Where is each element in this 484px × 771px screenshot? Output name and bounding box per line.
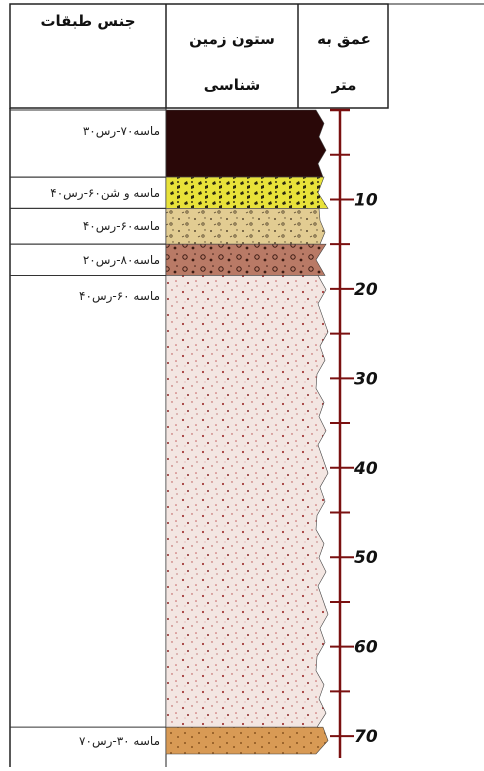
tick-label-30: 30: [354, 369, 378, 389]
header-frame: [9, 3, 484, 109]
layer-label-3: ماسه۶۰-رس۴۰: [82, 219, 160, 234]
layer-2: [165, 176, 329, 209]
layer-label-4: ماسه۸۰-رس۲۰: [82, 252, 160, 267]
layer-1: [165, 109, 327, 178]
lithology-layers: [165, 109, 329, 755]
tick-label-40: 40: [353, 459, 378, 479]
layer-label-5: ماسه ۶۰-رس۴۰: [79, 289, 160, 304]
tick-label-70: 70: [354, 727, 378, 747]
layer-5: [165, 275, 329, 728]
label-row-lines: [10, 109, 166, 728]
depth-header-line2: متر: [331, 76, 357, 94]
depth-header-line1: عمق به: [317, 30, 371, 48]
layer-3: [165, 208, 326, 245]
column-header-line1: ستون زمین: [189, 30, 275, 48]
layers-header: جنس طبقات: [40, 12, 136, 30]
layer-6: [165, 726, 329, 755]
tick-label-20: 20: [354, 280, 378, 300]
tick-label-10: 10: [354, 190, 378, 210]
layer-label-1: ماسه۷۰-رس۳۰: [82, 124, 160, 138]
layer-label-6: ماسه ۳۰-رس۷۰: [79, 733, 160, 748]
tick-label-50: 50: [354, 548, 378, 568]
layer-4: [165, 243, 327, 276]
tick-label-60: 60: [354, 638, 378, 658]
column-header-line2: شناسی: [203, 76, 261, 94]
layer-label-2: ماسه و شن۶۰-رس۴۰: [50, 185, 160, 200]
header-border: [9, 3, 389, 109]
depth-axis: 10 20 30 40 50 60 70: [330, 108, 378, 758]
